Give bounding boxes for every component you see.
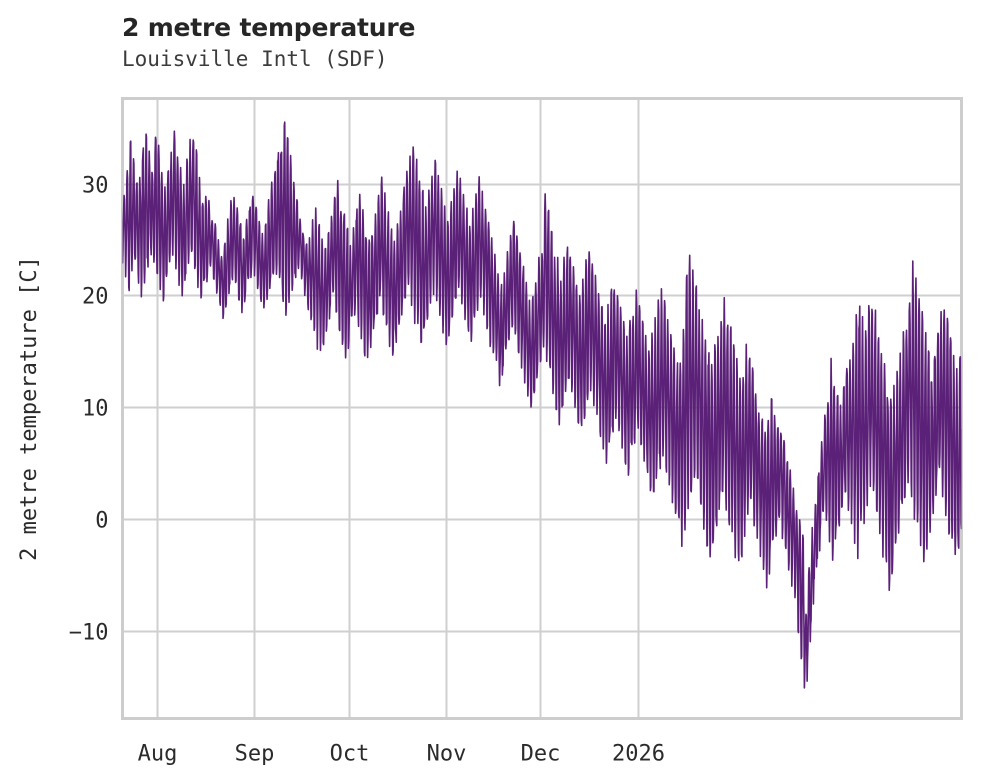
chart-title: 2 metre temperature bbox=[122, 13, 416, 42]
x-axis-tick-labels: Aug Sep Oct Nov Dec 2026 bbox=[138, 742, 665, 767]
x-tick-label: Dec bbox=[521, 742, 561, 767]
x-tick-label: Aug bbox=[138, 742, 178, 767]
plot-border bbox=[120, 96, 964, 721]
x-tick-label: Oct bbox=[330, 742, 370, 767]
x-tick-label: Sep bbox=[235, 742, 275, 767]
chart-subtitle: Louisville Intl (SDF) bbox=[122, 46, 388, 71]
x-tick-label: 2026 bbox=[612, 742, 665, 767]
y-tick-label: 0 bbox=[95, 509, 108, 534]
y-axis-tick-labels: −10 0 10 20 30 bbox=[69, 174, 109, 646]
temperature-series[interactable] bbox=[122, 121, 965, 689]
series-line-2m-temperature[interactable] bbox=[122, 121, 965, 689]
y-axis-title: 2 metre temperature [C] bbox=[17, 256, 42, 561]
x-tick-label: Nov bbox=[427, 742, 467, 767]
y-tick-label: 30 bbox=[82, 174, 109, 199]
y-tick-label: −10 bbox=[69, 621, 109, 646]
y-axis-label: 2 metre temperature [C] bbox=[17, 256, 42, 561]
chart-header: 2 metre temperature Louisville Intl (SDF… bbox=[122, 13, 962, 72]
axes-frame bbox=[120, 96, 964, 721]
gridlines bbox=[122, 98, 962, 719]
y-tick-label: 10 bbox=[82, 397, 109, 422]
y-tick-label: 20 bbox=[82, 285, 109, 310]
